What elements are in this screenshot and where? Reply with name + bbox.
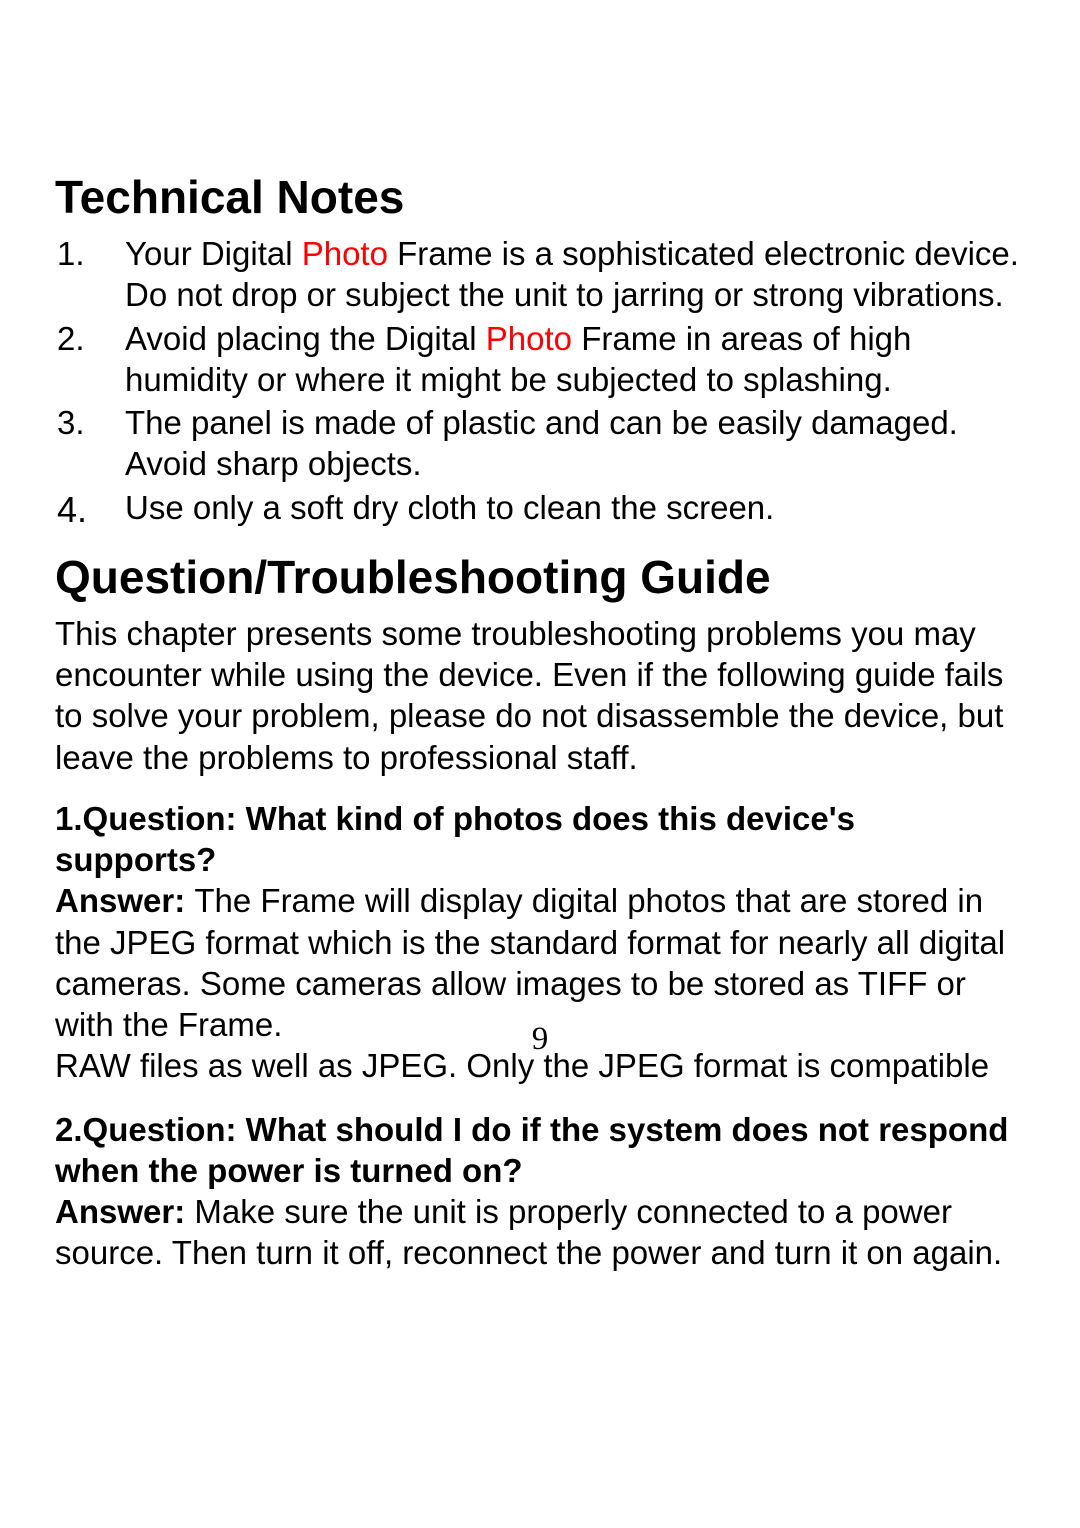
list-text: Use only a soft dry cloth to clean the s… [125,487,1025,532]
list-item: 3. The panel is made of plastic and can … [55,402,1025,485]
intro-paragraph: This chapter presents some troubleshooti… [55,613,1025,778]
qa-block-2: 2.Question: What should I do if the syst… [55,1109,1025,1274]
list-number: 4. [55,487,125,532]
highlight-text: Photo [302,235,388,272]
answer-text: Answer: Make sure the unit is properly c… [55,1191,1025,1274]
list-item: 4. Use only a soft dry cloth to clean th… [55,487,1025,532]
list-item: 1. Your Digital Photo Frame is a sophist… [55,233,1025,316]
list-number: 1. [55,233,125,316]
list-item: 2. Avoid placing the Digital Photo Frame… [55,318,1025,401]
list-text: Your Digital Photo Frame is a sophistica… [125,233,1025,316]
page-number: 9 [0,1021,1080,1058]
list-text: The panel is made of plastic and can be … [125,402,1025,485]
list-text: Avoid placing the Digital Photo Frame in… [125,318,1025,401]
question-text: 2.Question: What should I do if the syst… [55,1109,1025,1192]
technical-notes-list: 1. Your Digital Photo Frame is a sophist… [55,233,1025,532]
heading-troubleshooting: Question/Troubleshooting Guide [55,550,1025,605]
question-text: 1.Question: What kind of photos does thi… [55,798,1025,881]
list-number: 2. [55,318,125,401]
highlight-text: Photo [486,320,572,357]
list-number: 3. [55,402,125,485]
heading-technical-notes: Technical Notes [55,170,1025,225]
